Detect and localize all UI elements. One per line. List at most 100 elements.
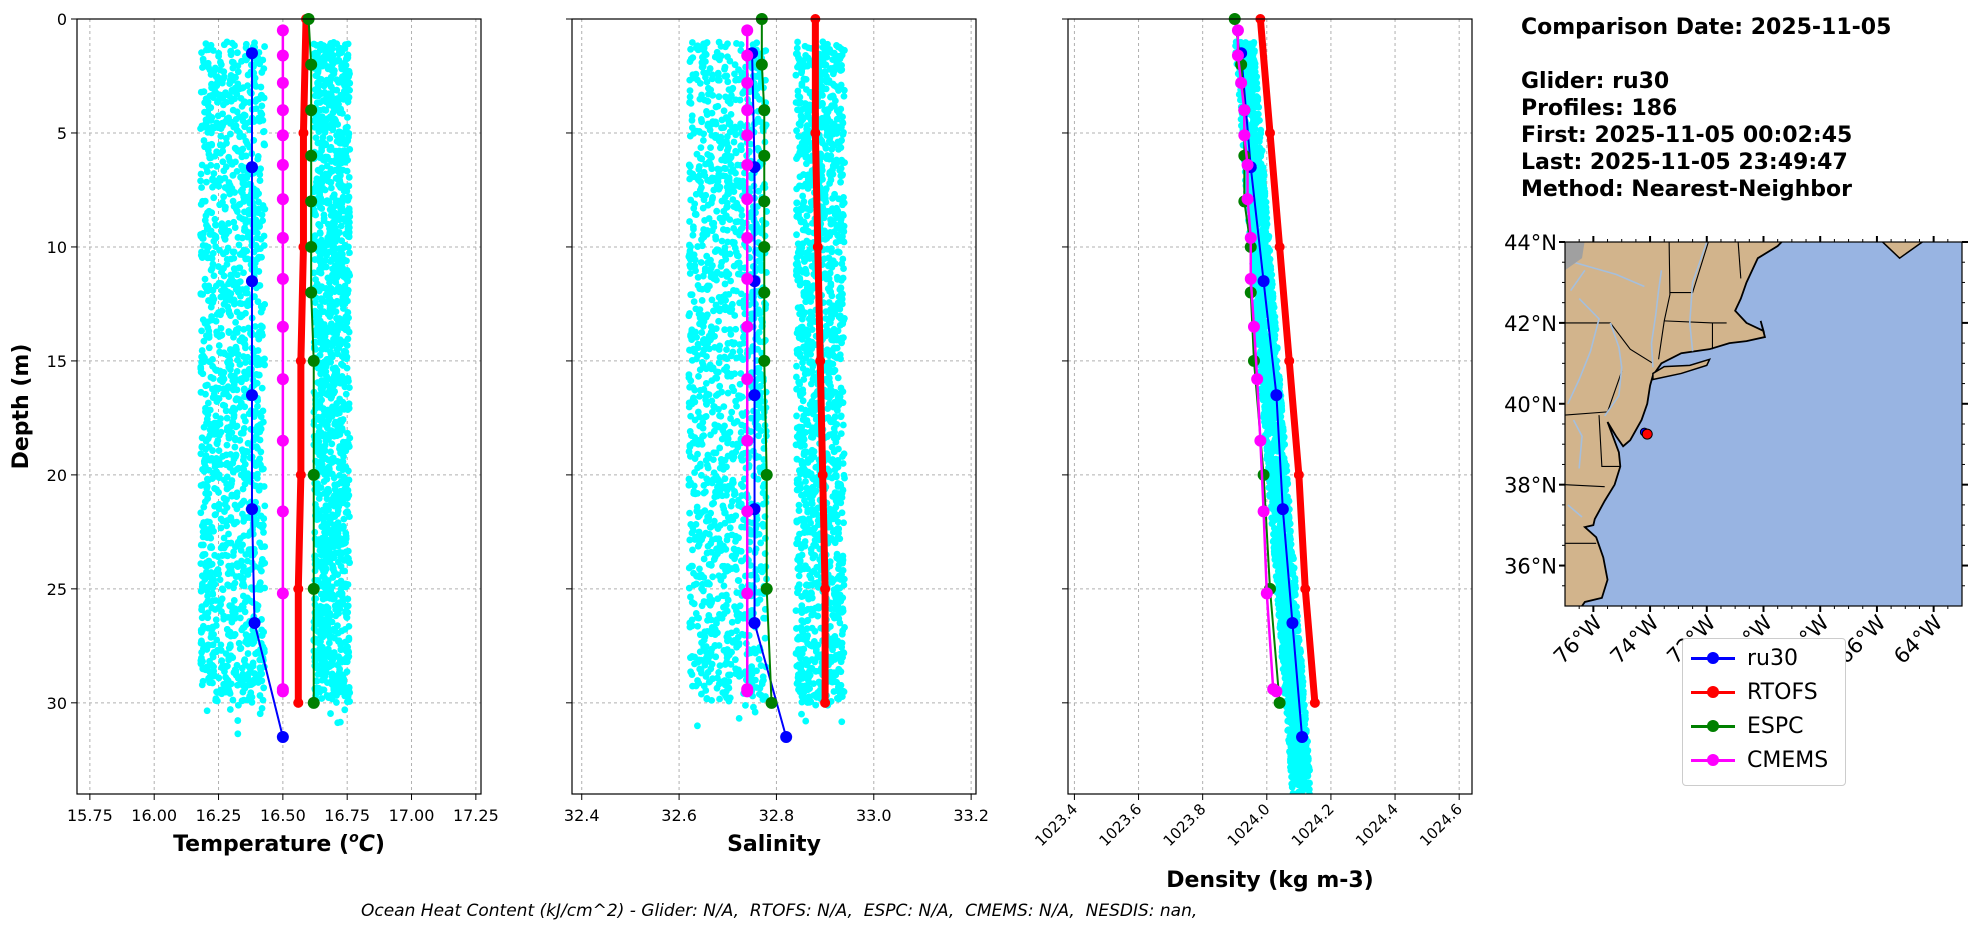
scatter-point [689, 546, 696, 553]
scatter-point [219, 110, 226, 117]
scatter-point [728, 503, 735, 510]
scatter-point [259, 57, 266, 64]
scatter-point [231, 203, 238, 210]
scatter-point [708, 335, 715, 342]
scatter-point [208, 92, 215, 99]
scatter-point [727, 429, 734, 436]
scatter-point [337, 642, 344, 649]
scatter-point [738, 70, 745, 77]
scatter-point [319, 361, 326, 368]
scatter-point [760, 673, 767, 680]
scatter-point [216, 385, 223, 392]
scatter-point [340, 480, 347, 487]
scatter-point [707, 431, 714, 438]
scatter-point [241, 386, 248, 393]
scatter-point [261, 142, 268, 149]
scatter-point [696, 163, 703, 170]
scatter-point [735, 252, 742, 259]
scatter-point [228, 351, 235, 358]
scatter-point [204, 224, 211, 231]
scatter-point [695, 341, 702, 348]
scatter-point [721, 165, 728, 172]
scatter-point [227, 633, 234, 640]
scatter-point [235, 675, 242, 682]
scatter-point [202, 382, 209, 389]
scatter-point [690, 527, 697, 534]
scatter-point [702, 414, 709, 421]
scatter-point [225, 657, 232, 664]
scatter-point [216, 91, 223, 98]
scatter-point [722, 244, 729, 251]
scatter-point [716, 611, 723, 618]
scatter-point [729, 301, 736, 308]
scatter-point [324, 123, 331, 130]
scatter-point [237, 293, 244, 300]
scatter-point [707, 65, 714, 72]
scatter-point [321, 471, 328, 478]
scatter-point [329, 194, 336, 201]
scatter-point [708, 200, 715, 207]
scatter-point [336, 465, 343, 472]
scatter-point [321, 673, 328, 680]
scatter-point [244, 290, 251, 297]
scatter-point [321, 568, 328, 575]
scatter-point [223, 386, 230, 393]
scatter-point [691, 600, 698, 607]
scatter-point [212, 606, 219, 613]
scatter-point [346, 130, 353, 137]
scatter-point [723, 157, 730, 164]
scatter-point [328, 146, 335, 153]
scatter-point [696, 572, 703, 579]
scatter-point [705, 669, 712, 676]
data-point [277, 24, 289, 36]
scatter-point [198, 482, 205, 489]
scatter-point [242, 461, 249, 468]
scatter-point [737, 97, 744, 104]
scatter-point [793, 200, 800, 207]
scatter-point [330, 245, 337, 252]
scatter-point [704, 617, 711, 624]
scatter-point [235, 539, 242, 546]
scatter-point [204, 168, 211, 175]
scatter-point [701, 598, 708, 605]
scatter-point [332, 612, 339, 619]
scatter-point [699, 59, 706, 66]
scatter-point [694, 352, 701, 359]
scatter-point [334, 622, 341, 629]
scatter-point [709, 71, 716, 78]
scatter-point [722, 567, 729, 574]
scatter-point [200, 338, 207, 345]
scatter-point [731, 70, 738, 77]
scatter-point [695, 659, 702, 666]
scatter-point [247, 426, 254, 433]
scatter-point [328, 298, 335, 305]
scatter-point [205, 287, 212, 294]
scatter-point [315, 616, 322, 623]
scatter-point [224, 359, 231, 366]
scatter-point [223, 135, 230, 142]
scatter-point [346, 400, 353, 407]
scatter-point [747, 428, 754, 435]
scatter-point [227, 290, 234, 297]
scatter-point [714, 477, 721, 484]
scatter-point [828, 146, 835, 153]
data-point [277, 104, 289, 116]
scatter-point [726, 174, 733, 181]
scatter-point [686, 476, 693, 483]
scatter-point [835, 374, 842, 381]
data-point [277, 587, 289, 599]
scatter-point [345, 602, 352, 609]
scatter-point [760, 696, 767, 703]
scatter-point [210, 261, 217, 268]
scatter-point [236, 242, 243, 249]
data-point [277, 129, 289, 141]
scatter-point [708, 329, 715, 336]
scatter-point [198, 389, 205, 396]
scatter-point [314, 175, 321, 182]
scatter-point [208, 71, 215, 78]
scatter-point [323, 619, 330, 626]
scatter-point [686, 537, 693, 544]
scatter-point [207, 407, 214, 414]
scatter-point [689, 39, 696, 46]
data-point [277, 435, 289, 447]
